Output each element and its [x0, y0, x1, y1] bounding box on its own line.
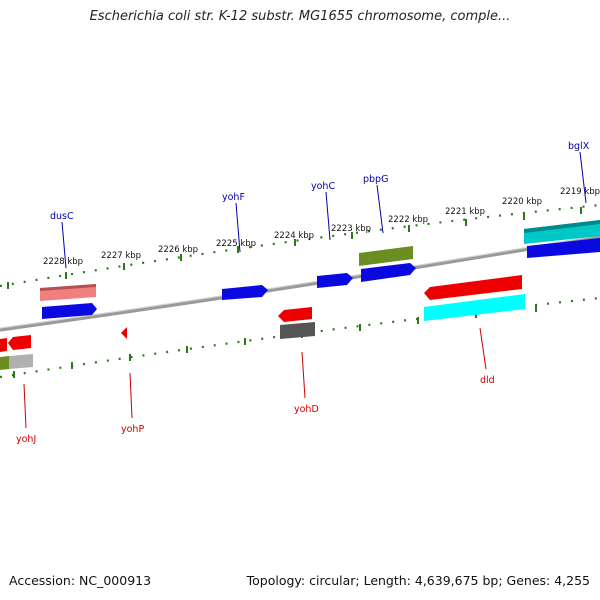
gene-feature-cyan-lower[interactable]: [424, 294, 525, 321]
tick-label: 2227 kbp: [101, 251, 141, 261]
gene-label-dld[interactable]: dld: [480, 375, 495, 386]
gene-leader-lines: [23, 151, 587, 429]
chromosome-backbone: [0, 234, 600, 332]
gene-feature-yohC[interactable]: [317, 273, 353, 288]
gene-feature-pbpG-olive[interactable]: [359, 246, 413, 266]
tick-label: 2219 kbp: [560, 187, 600, 197]
tick-labels: 2228 kbp 2227 kbp 2226 kbp 2225 kbp 2224…: [43, 187, 600, 267]
reverse-genes[interactable]: [0, 275, 525, 370]
gene-feature-lightgray[interactable]: [9, 354, 33, 369]
tick-label: 2226 kbp: [158, 245, 198, 255]
gene-label-yohF[interactable]: yohF: [222, 192, 245, 203]
gene-feature-gray[interactable]: [280, 322, 315, 339]
gene-feature-yohJ[interactable]: [8, 335, 31, 350]
gene-feature-dusC[interactable]: [42, 303, 97, 319]
gene-label-yohD[interactable]: yohD: [294, 404, 319, 415]
topology-summary: Topology: circular; Length: 4,639,675 bp…: [246, 573, 590, 588]
gene-label-dusC[interactable]: dusC: [50, 211, 74, 222]
tick-label: 2220 kbp: [502, 197, 542, 207]
gene-feature-pbpG[interactable]: [361, 263, 416, 282]
gene-feature-yohP[interactable]: [121, 327, 127, 339]
gene-label-pbpG[interactable]: pbpG: [363, 174, 388, 185]
major-ticks: [7, 207, 582, 289]
scale-track-upper: [0, 203, 600, 288]
accession-label: Accession: NC_000913: [9, 573, 152, 588]
tick-label: 2228 kbp: [43, 257, 83, 267]
tick-label: 2223 kbp: [331, 224, 371, 234]
tick-label: 2225 kbp: [216, 239, 256, 249]
gene-feature-bglX[interactable]: [527, 238, 600, 258]
gene-labels[interactable]: dusC yohF yohC pbpG bglX yohJ yohP yohD …: [16, 141, 590, 445]
gene-feature-yohD[interactable]: [278, 307, 312, 322]
gene-label-yohC[interactable]: yohC: [311, 181, 335, 192]
gene-label-bglX[interactable]: bglX: [568, 141, 590, 152]
map-title: Escherichia coli str. K-12 substr. MG165…: [89, 9, 511, 24]
gene-label-yohJ[interactable]: yohJ: [16, 434, 36, 445]
tick-label: 2221 kbp: [445, 207, 485, 217]
forward-genes[interactable]: [40, 220, 600, 319]
gene-label-yohP[interactable]: yohP: [121, 424, 144, 435]
scale-track-lower: [0, 296, 600, 379]
tick-label: 2222 kbp: [388, 215, 428, 225]
gene-feature-yohF[interactable]: [222, 285, 268, 300]
gene-feature-dld[interactable]: [424, 275, 522, 300]
tick-label: 2224 kbp: [274, 231, 314, 241]
